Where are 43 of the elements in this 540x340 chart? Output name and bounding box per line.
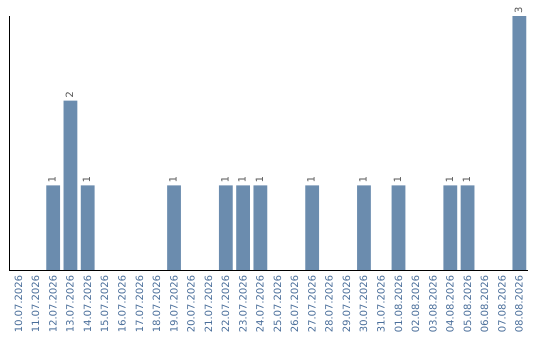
data-label: 1 — [48, 176, 59, 182]
x-tick-label: 14.07.2026 — [82, 275, 94, 332]
x-tick-label: 02.08.2026 — [411, 275, 422, 332]
x-tick-label: 25.07.2026 — [272, 275, 284, 332]
x-tick-label: 10.07.2026 — [14, 275, 25, 332]
data-label: 1 — [238, 176, 249, 182]
x-tick-label: 24.07.2026 — [256, 275, 267, 332]
x-tick-label: 23.07.2026 — [238, 275, 250, 332]
x-tick-label: 04.08.2026 — [446, 275, 457, 332]
x-tick-label: 16.07.2026 — [117, 275, 128, 332]
x-tick-label: 26.07.2026 — [290, 275, 302, 332]
x-tick-label: 21.07.2026 — [204, 275, 215, 332]
x-tick-label: 06.08.2026 — [480, 275, 492, 332]
x-tick-label: 07.08.2026 — [497, 275, 508, 332]
data-label: 1 — [444, 176, 456, 182]
x-tick-label: 28.07.2026 — [324, 275, 336, 332]
data-label: 1 — [393, 176, 404, 182]
data-label: 1 — [306, 176, 318, 182]
x-tick-label: 08.08.2026 — [514, 275, 526, 332]
x-tick-label: 01.08.2026 — [394, 275, 405, 332]
x-tick-label: 11.07.2026 — [31, 275, 42, 332]
data-label: 1 — [168, 176, 180, 182]
x-tick-label: 22.07.2026 — [221, 275, 232, 332]
x-tick-label: 27.07.2026 — [307, 275, 318, 332]
data-label: 1 — [254, 176, 266, 182]
x-tick-label: 12.07.2026 — [48, 275, 60, 332]
x-tick-label: 05.08.2026 — [462, 275, 474, 332]
data-label: 1 — [220, 176, 232, 182]
x-tick-label: 17.07.2026 — [134, 275, 146, 332]
x-tick-label: 30.07.2026 — [359, 275, 370, 332]
data-label: 1 — [462, 176, 474, 182]
x-tick-label: 20.07.2026 — [186, 275, 198, 332]
data-label: 1 — [82, 176, 94, 182]
x-tick-label: 29.07.2026 — [342, 275, 353, 332]
x-tick-label: 03.08.2026 — [428, 275, 440, 332]
x-tick-label: 19.07.2026 — [169, 275, 180, 332]
data-label: 3 — [514, 6, 525, 13]
x-tick-label: 15.07.2026 — [100, 275, 112, 332]
x-tick-label: 31.07.2026 — [376, 275, 388, 332]
x-tick-label: 13.07.2026 — [66, 275, 77, 332]
x-tick-label: 18.07.2026 — [152, 275, 164, 332]
data-label: 1 — [358, 176, 370, 182]
data-label: 2 — [64, 91, 76, 98]
